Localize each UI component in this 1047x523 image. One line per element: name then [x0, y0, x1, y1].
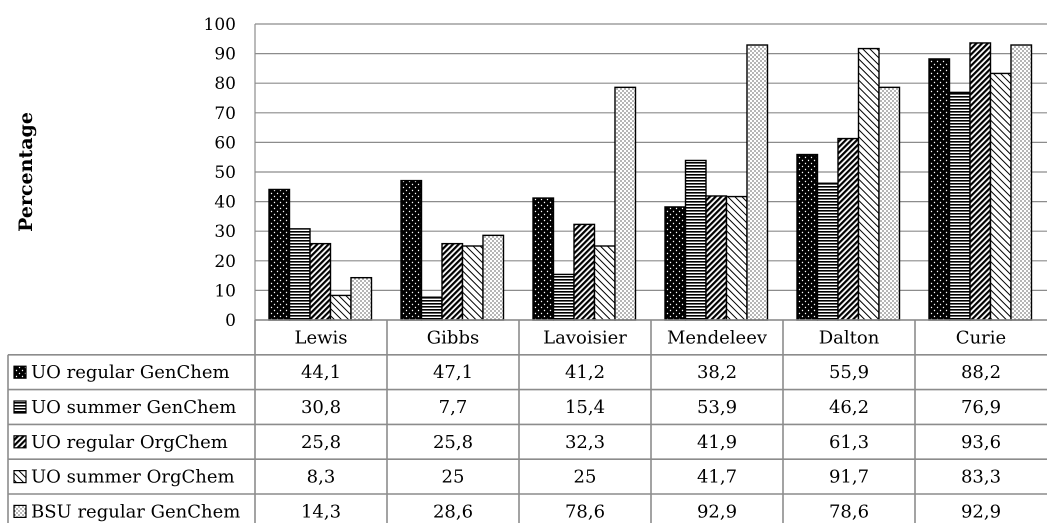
category-label: Gibbs	[427, 327, 479, 348]
y-tick-label: 40	[214, 193, 236, 213]
table-cell: 30,8	[301, 397, 341, 418]
gridlines	[254, 23, 1047, 321]
data-table: Lewis Gibbs Lavoisier Mendeleev Dalton Curie U…	[7, 319, 1047, 523]
bar-2-2	[573, 223, 596, 321]
bar-0-2	[309, 242, 332, 321]
bar-1-3	[461, 245, 484, 321]
table-cell: 78,6	[829, 501, 869, 522]
bars	[268, 42, 1033, 321]
bar-3-0	[664, 206, 687, 321]
bar-0-3	[329, 294, 352, 321]
table-cell: 76,9	[961, 397, 1001, 418]
series-label: UO regular GenChem	[31, 362, 230, 383]
table-cell: 25	[574, 467, 597, 488]
table-cell: 46,2	[829, 397, 869, 418]
table-cell: 53,9	[697, 397, 737, 418]
bar-5-3	[989, 72, 1012, 321]
table-cell: 44,1	[301, 362, 341, 383]
y-tick-label: 100	[204, 15, 236, 35]
table-cell: 41,7	[697, 467, 737, 488]
y-tick-label: 60	[214, 133, 236, 153]
bar-3-2	[705, 195, 728, 321]
legend-key	[13, 470, 27, 484]
bar-5-4	[1010, 44, 1033, 321]
y-tick-label: 20	[214, 252, 236, 272]
bar-1-4	[482, 234, 505, 321]
legend-key	[13, 400, 27, 414]
table-cell: 78,6	[565, 501, 605, 522]
table-cell: 25	[442, 467, 465, 488]
series-label: BSU regular GenChem	[31, 501, 240, 522]
bar-5-2	[969, 42, 992, 321]
category-label: Lewis	[294, 327, 347, 348]
table-cell: 88,2	[961, 362, 1001, 383]
bar-0-1	[288, 228, 311, 321]
series-label: UO summer OrgChem	[31, 467, 235, 488]
y-tick-label: 80	[214, 74, 236, 94]
category-label: Dalton	[819, 327, 880, 348]
table-cell: 25,8	[301, 432, 341, 453]
bar-1-0	[400, 179, 423, 321]
legend-key	[13, 435, 27, 449]
series-label: UO regular OrgChem	[31, 432, 228, 453]
bar-2-1	[552, 273, 575, 321]
table-cell: 32,3	[565, 432, 605, 453]
category-label: Mendeleev	[667, 327, 768, 348]
y-tick-label: 50	[214, 163, 236, 183]
table-cell: 93,6	[961, 432, 1001, 453]
legend-key	[13, 504, 27, 518]
bar-2-0	[532, 197, 555, 321]
table-cell: 8,3	[307, 467, 336, 488]
y-tick-label: 30	[214, 222, 236, 242]
bar-1-1	[420, 296, 443, 321]
bar-2-4	[614, 86, 637, 321]
table-cell: 91,7	[829, 467, 869, 488]
y-tick-label: 0	[225, 311, 236, 331]
table-cell: 28,6	[433, 501, 473, 522]
bar-1-2	[441, 242, 464, 321]
bar-3-3	[725, 195, 748, 321]
bar-4-3	[857, 47, 880, 321]
y-axis-ticks: 0 10 20 30 40 50 60 70 80 90 100	[204, 15, 236, 331]
bar-5-0	[928, 58, 951, 321]
y-tick-label: 90	[214, 45, 236, 65]
table-cell: 15,4	[565, 397, 605, 418]
category-label: Lavoisier	[543, 327, 627, 348]
table-cell: 83,3	[961, 467, 1001, 488]
bar-4-2	[837, 137, 860, 321]
table-cell: 14,3	[301, 501, 341, 522]
bar-0-4	[350, 276, 373, 321]
table-cell: 47,1	[433, 362, 473, 383]
table-cell: 38,2	[697, 362, 737, 383]
bar-3-1	[684, 159, 707, 321]
bar-4-0	[796, 153, 819, 321]
category-label: Curie	[956, 327, 1006, 348]
y-axis-label: Percentage	[15, 112, 37, 232]
y-tick-label: 70	[214, 104, 236, 124]
bar-4-4	[878, 86, 901, 321]
table-cell: 61,3	[829, 432, 869, 453]
table-cell: 25,8	[433, 432, 473, 453]
series-label: UO summer GenChem	[31, 397, 236, 418]
bar-4-1	[816, 182, 839, 321]
table-cell: 41,9	[697, 432, 737, 453]
bar-0-0	[268, 188, 291, 321]
legend-key	[13, 365, 27, 379]
table-cell: 41,2	[565, 362, 605, 383]
bar-3-4	[746, 44, 769, 321]
bar-2-3	[593, 245, 616, 321]
table-cell: 7,7	[439, 397, 468, 418]
y-tick-label: 10	[214, 281, 236, 301]
table-cell: 55,9	[829, 362, 869, 383]
table-cell: 92,9	[961, 501, 1001, 522]
table-cell: 92,9	[697, 501, 737, 522]
bar-5-1	[948, 91, 971, 321]
